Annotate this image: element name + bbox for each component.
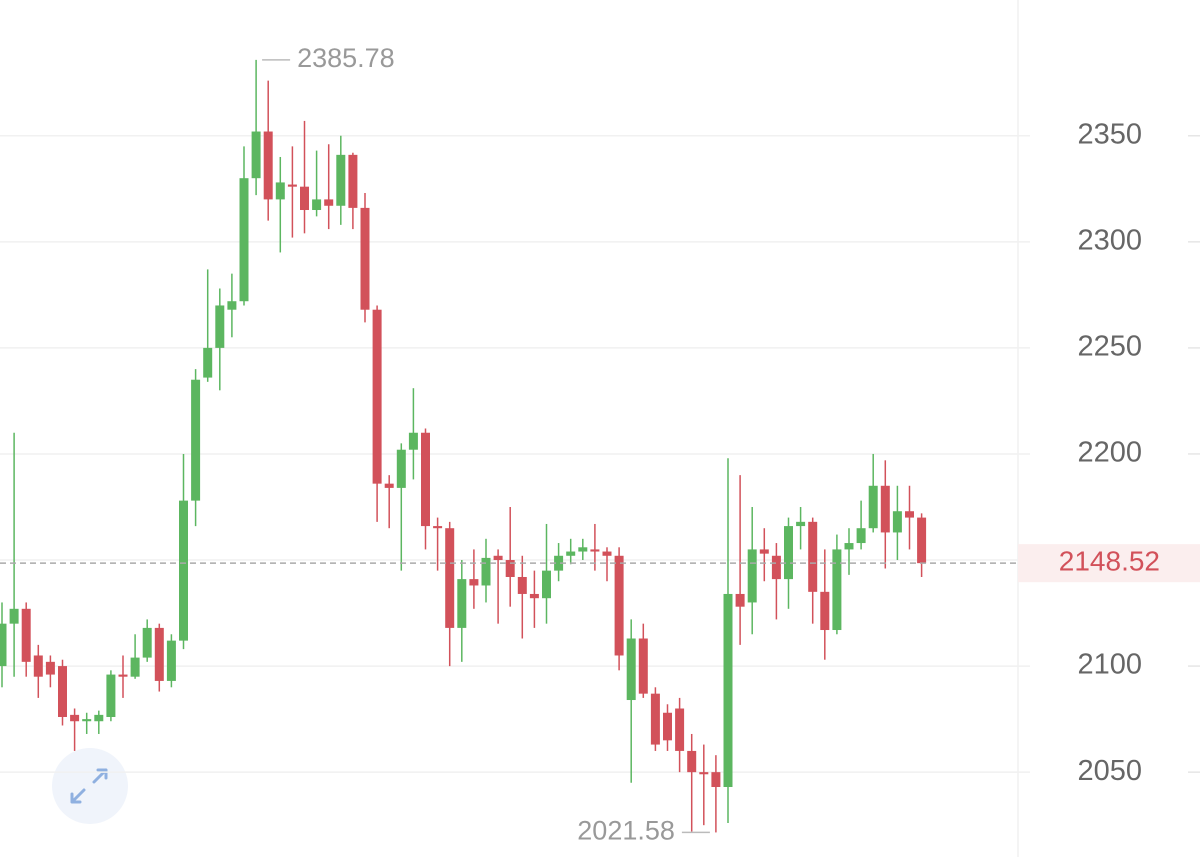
candle-body xyxy=(566,551,576,556)
max-label: 2385.78 xyxy=(297,43,395,73)
candle-body xyxy=(469,579,479,586)
expand-button[interactable] xyxy=(52,748,128,824)
candle-body xyxy=(70,714,80,722)
min-label: 2021.58 xyxy=(577,816,675,846)
candle-body xyxy=(106,674,116,717)
candle-body xyxy=(372,309,382,484)
expand-button-bg[interactable] xyxy=(52,748,128,824)
candle-body xyxy=(324,199,334,206)
candle-body xyxy=(179,500,188,641)
candle-body xyxy=(784,526,793,580)
candle-body xyxy=(832,549,842,631)
candle-body xyxy=(203,347,213,378)
candle-body xyxy=(917,517,927,564)
candle-body xyxy=(844,543,854,550)
candle-body xyxy=(590,549,600,552)
candle-body xyxy=(300,186,309,211)
candle-body xyxy=(578,547,588,552)
candle-body xyxy=(542,570,551,599)
candle-body xyxy=(421,432,430,527)
candle-body xyxy=(493,555,503,561)
candle-body xyxy=(45,661,55,675)
candle-body xyxy=(675,708,685,751)
y-tick-label: 2050 xyxy=(1077,755,1142,787)
candle-body xyxy=(457,579,467,628)
candle-body xyxy=(905,511,914,518)
candle-body xyxy=(360,207,370,310)
y-tick-label: 2250 xyxy=(1077,331,1142,363)
candle-body xyxy=(711,772,721,787)
candle-body xyxy=(820,591,830,631)
candle-body xyxy=(796,521,806,527)
candle-body xyxy=(614,555,624,656)
last-price-label: 2148.52 xyxy=(1059,546,1160,577)
candle-body xyxy=(771,555,781,580)
candle-body xyxy=(433,526,443,529)
candle-body xyxy=(687,750,697,773)
candle-body xyxy=(82,719,92,722)
candle-body xyxy=(275,182,285,200)
candle-body xyxy=(505,560,515,577)
candle-body xyxy=(638,638,648,694)
candle-body xyxy=(626,638,636,701)
candle-body xyxy=(142,627,152,658)
candle-body xyxy=(0,623,7,667)
candle-body xyxy=(554,555,564,571)
candle-body xyxy=(445,528,455,628)
candle-body xyxy=(856,528,866,544)
candle-body xyxy=(384,483,394,488)
candle-body xyxy=(892,511,902,533)
candle-body xyxy=(759,549,769,554)
candle-body xyxy=(58,666,67,717)
candle-body xyxy=(33,655,43,677)
candle-body xyxy=(408,432,418,450)
candle-body xyxy=(517,576,527,594)
candle-body xyxy=(348,154,358,208)
candle-body xyxy=(336,154,346,206)
candle-body xyxy=(118,674,128,677)
candle-body xyxy=(21,608,31,662)
candle-body xyxy=(239,178,249,302)
expand-icon[interactable] xyxy=(70,768,108,804)
candle-body xyxy=(735,593,745,607)
y-tick-label: 2200 xyxy=(1077,437,1142,469)
candle-body xyxy=(227,301,237,310)
candle-body xyxy=(808,521,818,592)
candle-body xyxy=(166,640,176,681)
candle-body xyxy=(312,199,322,211)
candle-body xyxy=(263,131,273,200)
y-tick-label: 2300 xyxy=(1077,224,1142,256)
candle-body xyxy=(481,557,491,586)
candle-body xyxy=(880,485,890,533)
candle-body xyxy=(602,551,612,556)
last-price-bg xyxy=(1018,544,1200,583)
candle-body xyxy=(723,593,733,787)
candle-body xyxy=(663,712,672,741)
y-tick-label: 2100 xyxy=(1077,649,1142,681)
candle-body xyxy=(699,772,709,775)
candle-body xyxy=(396,449,406,488)
candle-body xyxy=(251,131,261,179)
candle-body xyxy=(154,627,164,681)
candle-body xyxy=(215,305,225,348)
candle-body xyxy=(94,714,104,722)
candle-body xyxy=(650,693,660,745)
y-tick-label: 2350 xyxy=(1077,118,1142,150)
candle-body xyxy=(191,379,201,501)
candle-body xyxy=(747,549,757,603)
candle-body xyxy=(9,608,19,624)
candle-body xyxy=(130,657,140,677)
candle-body xyxy=(287,184,297,187)
candle-body xyxy=(868,485,878,529)
candle-body xyxy=(529,593,539,599)
